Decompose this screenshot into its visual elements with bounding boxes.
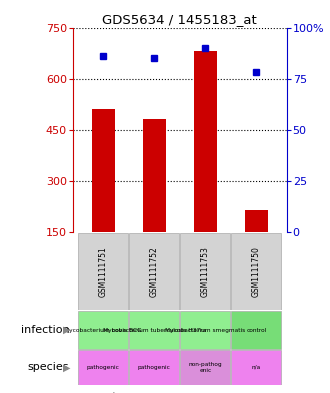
Title: GDS5634 / 1455183_at: GDS5634 / 1455183_at bbox=[103, 13, 257, 26]
Bar bbox=[78, 311, 128, 349]
Bar bbox=[231, 311, 281, 349]
Text: species: species bbox=[28, 362, 69, 373]
Text: ▶: ▶ bbox=[63, 325, 71, 335]
Text: GSM1111750: GSM1111750 bbox=[252, 246, 261, 297]
Bar bbox=[181, 311, 230, 349]
Bar bbox=[194, 51, 217, 232]
Text: GSM1111752: GSM1111752 bbox=[150, 246, 159, 297]
Bar bbox=[129, 233, 179, 310]
Text: infection: infection bbox=[21, 325, 69, 335]
Bar bbox=[129, 311, 179, 349]
Text: Mycobacterium bovis BCG: Mycobacterium bovis BCG bbox=[64, 328, 142, 332]
Bar bbox=[78, 350, 128, 385]
Bar bbox=[181, 350, 230, 385]
Text: pathogenic: pathogenic bbox=[87, 365, 120, 370]
Bar bbox=[231, 233, 281, 310]
Text: Mycobacterium smegmatis: Mycobacterium smegmatis bbox=[165, 328, 246, 332]
Text: pathogenic: pathogenic bbox=[138, 365, 171, 370]
Text: GSM1111753: GSM1111753 bbox=[201, 246, 210, 297]
Bar bbox=[245, 210, 268, 232]
Bar bbox=[143, 119, 166, 232]
Text: count: count bbox=[87, 392, 117, 393]
Bar bbox=[78, 233, 128, 310]
Text: n/a: n/a bbox=[252, 365, 261, 370]
Bar bbox=[231, 350, 281, 385]
Bar bbox=[181, 233, 230, 310]
Text: ▶: ▶ bbox=[63, 362, 71, 373]
Bar bbox=[129, 350, 179, 385]
Text: control: control bbox=[246, 328, 267, 332]
Text: Mycobacterium tuberculosis H37ra: Mycobacterium tuberculosis H37ra bbox=[103, 328, 206, 332]
Text: GSM1111751: GSM1111751 bbox=[99, 246, 108, 297]
Bar bbox=[92, 109, 115, 232]
Text: non-pathog
enic: non-pathog enic bbox=[188, 362, 222, 373]
